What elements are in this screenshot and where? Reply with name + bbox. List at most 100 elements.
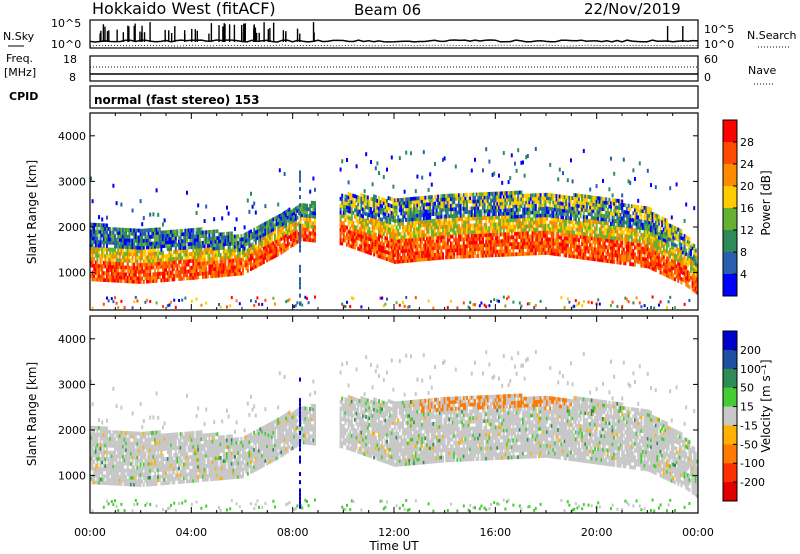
power-cell [250,246,252,251]
power-cell [435,194,438,199]
power-cell [536,196,539,201]
power-cell [480,223,483,227]
power-cell [568,199,571,204]
power-cell [576,231,579,235]
power-cell [566,212,569,217]
power-cell [562,208,564,213]
power-cell [203,240,206,245]
power-cell [416,199,419,204]
power-cell [173,229,176,234]
power-cell [400,197,403,202]
power-cell [126,262,129,267]
power-cell [144,272,147,277]
power-cell [363,238,366,243]
power-cell [486,233,489,237]
power-cell [112,251,115,256]
power-cell [520,224,523,229]
power-cell [422,243,425,248]
power-cell [282,215,284,220]
power-cell [350,230,353,235]
power-cell [150,279,153,284]
power-cell [112,261,115,266]
power-cell [541,213,544,218]
power-cell [456,248,459,252]
power-cell [573,203,576,208]
power-cell [483,212,486,217]
power-cell [485,216,488,220]
power-cell [275,222,278,227]
power-cell [166,230,169,234]
power-cell [566,236,569,241]
power-cell [509,194,512,199]
power-cell [355,215,358,220]
power-cell [373,194,376,199]
power-cell [446,214,449,219]
power-cell [450,234,452,239]
power-cell [107,278,110,283]
power-cell [112,247,115,252]
power-cell [200,247,203,252]
power-cell [627,207,630,212]
power-cell [454,234,457,239]
power-cell [622,251,625,255]
power-cell [102,237,105,241]
power-cell [450,197,452,201]
power-cell [549,241,552,245]
power-cell [443,241,446,246]
power-cell [525,155,528,160]
power-cell [565,205,568,210]
power-cell [627,231,630,236]
power-cell [214,263,217,268]
power-cell [486,198,489,203]
power-cell [512,201,515,205]
power-cell [445,214,448,219]
power-cell [453,255,456,259]
power-cell [589,232,592,237]
power-cell [550,196,553,201]
power-cell [627,300,630,304]
power-cell [238,244,241,249]
power-cell [395,232,398,237]
power-cell [438,201,441,206]
power-cell [557,207,560,212]
power-cell [93,239,96,244]
power-cell [566,229,569,234]
power-cell [355,242,358,247]
power-cell [214,236,217,241]
power-cell [544,203,547,207]
power-cell [162,264,164,269]
power-cell [365,212,368,216]
power-cell [245,249,248,254]
power-cell [619,257,622,262]
power-cell [192,258,195,263]
power-cell [94,270,97,275]
power-cell [136,242,139,247]
power-cell [347,233,350,237]
power-cell [155,272,158,276]
power-cell [555,204,558,209]
power-cell [389,210,392,215]
power-cell [138,279,140,284]
power-cell [496,215,499,220]
power-cell [502,201,505,206]
power-cell [485,192,488,196]
power-cell [618,246,620,251]
power-cell [291,219,294,223]
power-cell [242,254,244,259]
power-cell [147,245,150,250]
power-cell [378,171,380,176]
power-cell [251,262,254,267]
power-cell [566,246,569,251]
power-cell [176,249,179,254]
power-cell [357,236,360,241]
power-cell [517,204,520,209]
power-cell [341,200,344,205]
power-cell [358,226,361,231]
power-cell [378,233,380,238]
power-cell [277,221,280,226]
power-cell [219,266,222,271]
power-cell [238,264,241,269]
power-cell [627,248,630,253]
power-cell [598,203,601,208]
power-cell [554,252,556,256]
